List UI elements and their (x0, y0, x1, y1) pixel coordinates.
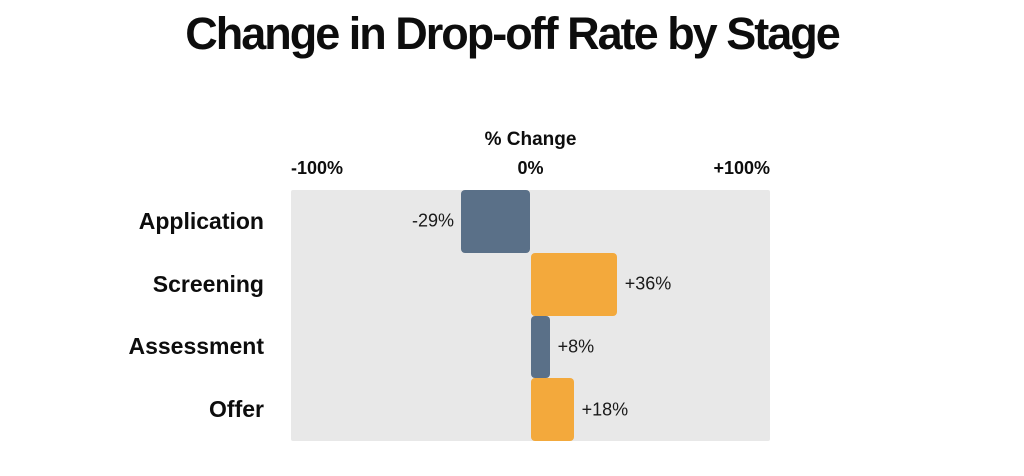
plot-row-screening: +36% (291, 252, 770, 316)
category-label-application: Application (138, 207, 264, 234)
x-axis-title: % Change (484, 129, 577, 150)
category-label-screening: Screening (152, 270, 264, 297)
category-labels: Application Screening Assessment Offer (0, 190, 264, 441)
x-axis-tick-zero: 0% (517, 158, 544, 178)
x-axis-ticks: -100% 0% +100% (291, 158, 770, 180)
value-label-assessment: +8% (557, 336, 595, 357)
plot-row-offer: +18% (291, 378, 770, 441)
plot-area: -29% +36% +8% +18% (291, 190, 770, 441)
category-label-offer: Offer (209, 396, 264, 423)
category-label-assessment: Assessment (128, 333, 264, 360)
plot-row-application: -29% (291, 190, 770, 253)
x-axis-tick-min: -100% (291, 158, 344, 178)
bar-application (461, 190, 531, 253)
value-label-offer: +18% (581, 399, 629, 420)
chart-title: Change in Drop-off Rate by Stage (185, 8, 841, 59)
bar-offer (530, 378, 574, 441)
x-axis-tick-max: +100% (713, 158, 770, 178)
value-label-screening: +36% (624, 273, 672, 294)
bar-assessment (530, 315, 550, 379)
bar-screening (530, 252, 617, 316)
plot-row-assessment: +8% (291, 315, 770, 379)
value-label-application: -29% (412, 210, 455, 231)
